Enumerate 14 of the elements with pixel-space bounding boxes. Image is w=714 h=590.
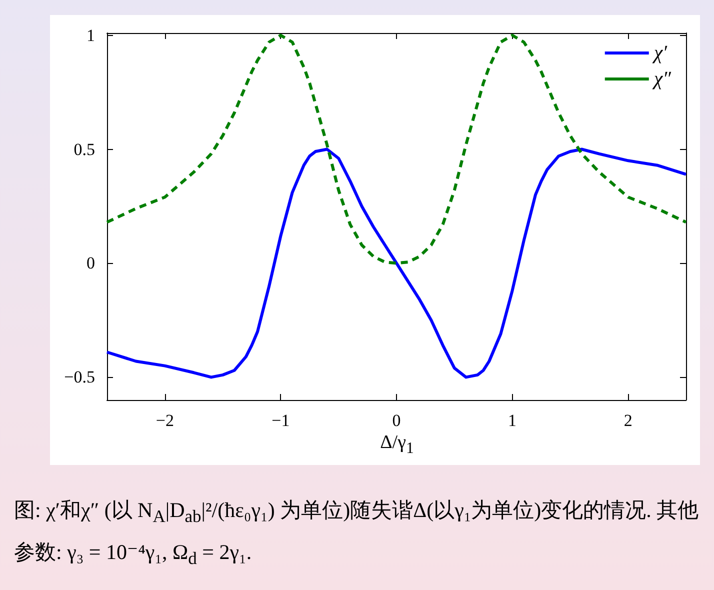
y-tick-label: 0	[86, 254, 95, 273]
x-tick-label: 2	[624, 411, 632, 430]
y-tick-label: −0.5	[64, 368, 95, 387]
x-tick-label: −1	[272, 411, 290, 430]
y-tick-label: 1	[86, 26, 95, 45]
legend-label: χ″	[652, 68, 672, 90]
x-axis-title: Δ/γ$_{1}$	[379, 432, 415, 458]
text: 图: χ′和χ″ (以 N$_{A}$|D$_{ab}$|²/(ħε₀γ₁) 为单位)随失谐Δ(以γ₁为单位)变化的情况. 其他参数: γ₃ = 10⁻⁴γ₁, Ω$_{d}$ = 2γ₁.	[14, 497, 700, 570]
line-series	[106, 148, 688, 379]
x-tick-label: 0	[392, 411, 401, 430]
legend-label: χ′	[652, 42, 668, 64]
y-tick-label: 0.5	[74, 140, 95, 159]
x-tick-label: 1	[508, 411, 517, 430]
x-tick-label: −2	[156, 411, 174, 430]
